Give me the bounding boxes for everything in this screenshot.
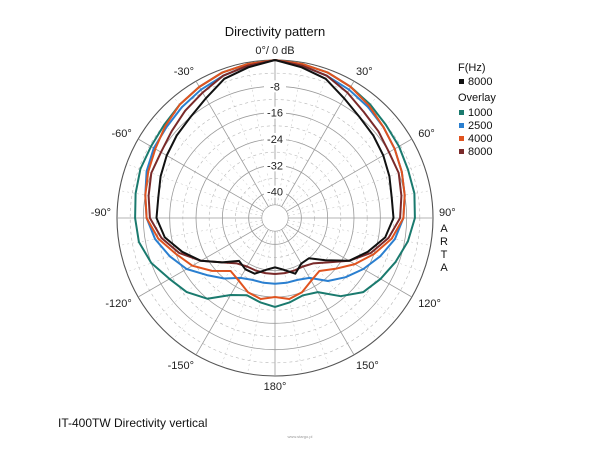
grid-spoke (247, 62, 273, 206)
legend-item-label: 1000 (468, 107, 492, 119)
side-label-char: A (440, 223, 448, 235)
grid-spoke (153, 226, 266, 320)
grid-spoke (119, 190, 263, 216)
legend-swatch (459, 123, 464, 128)
grid-spoke (173, 96, 267, 209)
grid-spoke (277, 230, 303, 374)
series-line-1000 (134, 59, 416, 308)
side-label-char: A (440, 262, 448, 274)
grid-center-ring (261, 204, 289, 232)
legend-swatch (459, 110, 464, 115)
grid-spoke (277, 62, 303, 206)
legend-item-label: 8000 (468, 146, 492, 158)
grid-spoke (153, 116, 266, 210)
grid-spoke (137, 138, 264, 212)
angle-label: -60° (111, 128, 131, 140)
series-line-8000 (147, 59, 403, 275)
angle-label: 120° (418, 298, 441, 310)
grid-spoke (283, 227, 377, 340)
angle-label: 90° (439, 207, 456, 219)
angle-label: -90° (91, 207, 111, 219)
angle-label: 180° (264, 381, 287, 393)
grid-spoke (279, 230, 330, 367)
grid-spoke (284, 116, 397, 210)
grid-spoke (195, 229, 269, 356)
ring-label: -32 (267, 160, 283, 172)
grid-spoke (126, 163, 263, 214)
angle-label: 0°/ 0 dB (255, 45, 294, 57)
legend-swatch (459, 149, 464, 154)
side-label-char: T (441, 249, 448, 261)
ring-label: -40 (267, 187, 283, 199)
grid-spoke (119, 220, 263, 246)
grid-spoke (287, 190, 431, 216)
grid-spoke (283, 96, 377, 209)
grid-spoke (281, 80, 355, 207)
legend-item-label: 8000 (468, 76, 492, 88)
ring-labels: -8 -16 -24 -32 -40 (264, 80, 286, 199)
grid-spoke (220, 69, 271, 206)
grid-spoke (287, 163, 424, 214)
grid-spoke (126, 222, 263, 273)
ring-label-bg (264, 159, 286, 172)
grid-spoke (247, 230, 273, 374)
grid-spoke (220, 230, 271, 367)
grid-spoke (284, 226, 397, 320)
angle-label: 60° (418, 128, 435, 140)
grid-spoke (279, 69, 330, 206)
grid-spoke (287, 222, 424, 273)
series-group (134, 59, 416, 308)
grid-spoke (173, 227, 267, 340)
angle-label: -150° (168, 360, 194, 372)
angle-label: 150° (356, 360, 379, 372)
ring-label-bg (264, 80, 286, 93)
angle-labels: 0°/ 0 dB 30° 60° 90° 120° 150° 180° -150° -120° -… (91, 45, 456, 393)
legend-header: F(Hz) (458, 62, 486, 74)
legend-item-label: 2500 (468, 120, 492, 132)
ring-label: -24 (267, 134, 283, 146)
footer-caption: IT-400TW Directivity vertical (58, 416, 207, 430)
angle-label: -120° (105, 298, 131, 310)
legend-item-label: 4000 (468, 133, 492, 145)
ring-label: -16 (267, 108, 283, 120)
grid-spoke (286, 138, 413, 212)
side-label-char: R (440, 236, 448, 248)
legend-swatch (459, 136, 464, 141)
legend-header: Overlay (458, 92, 496, 104)
ring-label: -8 (270, 81, 280, 93)
angle-label: 30° (356, 66, 373, 78)
ring-label-bg (264, 106, 286, 119)
ring-label-bg (264, 133, 286, 145)
angle-label: -30° (174, 66, 194, 78)
grid-spoke (195, 80, 269, 207)
grid-spoke (287, 220, 431, 246)
series-line-4000 (144, 59, 406, 300)
series-line-8000-f (155, 59, 395, 275)
watermark: www.stargo.pl (288, 434, 313, 439)
chart-title: Directivity pattern (225, 24, 325, 39)
legend-swatch (459, 79, 464, 84)
ring-label-bg (264, 185, 286, 198)
